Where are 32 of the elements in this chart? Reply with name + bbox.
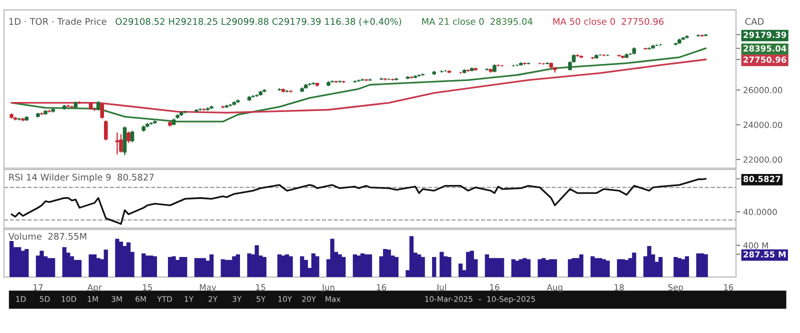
x-tick-label: Jun	[322, 284, 334, 292]
x-tick-label: Sep	[668, 284, 684, 292]
text: MA 21 close 0	[422, 18, 484, 25]
y-tick-label: 24000.00	[744, 122, 782, 128]
x-tick-label: Jul	[436, 284, 446, 292]
chart-title: Volume 287.55M	[8, 232, 86, 240]
x-tick-label: 16	[376, 284, 386, 290]
x-tick-label: 15	[142, 284, 152, 290]
x-tick-label: 18	[614, 284, 624, 290]
x-tick-label: Aug	[546, 284, 562, 292]
y-tick-label: 400 M	[743, 242, 768, 249]
y-tick-label: 22000.00	[744, 156, 782, 163]
annotation: 28395.04	[490, 18, 533, 25]
x-tick-label: 15	[256, 284, 266, 290]
y-tick-label: 29179.39	[744, 32, 786, 38]
y-tick-label: 40.0000	[743, 208, 777, 216]
text: CAD	[745, 18, 764, 25]
y-tick-label: 27750.96	[744, 56, 786, 63]
x-tick-label: May	[200, 284, 216, 292]
annotation: O29108.52 H29218.25 L29099.88 C29179.39 116.38 (+0.40%)	[116, 18, 402, 26]
chart-title: RSI 14 Wilder Simple 9 80.5827	[9, 174, 154, 182]
x-tick-label: Apr	[87, 284, 102, 292]
annotation: 27750.96	[622, 18, 664, 25]
x-tick-label: 16	[724, 284, 734, 290]
y-tick-label: 287.55 M	[744, 251, 786, 258]
text: MA 50 close 0	[553, 18, 615, 25]
y-tick-label: 80.5827	[743, 176, 780, 182]
x-tick-label: 16	[490, 284, 500, 290]
annotation: 1D · TOR · Trade Price	[9, 18, 106, 25]
y-tick-label: 28395.04	[744, 45, 786, 52]
x-tick-label: 17	[34, 284, 43, 290]
y-tick-label: 26000.00	[744, 86, 782, 94]
